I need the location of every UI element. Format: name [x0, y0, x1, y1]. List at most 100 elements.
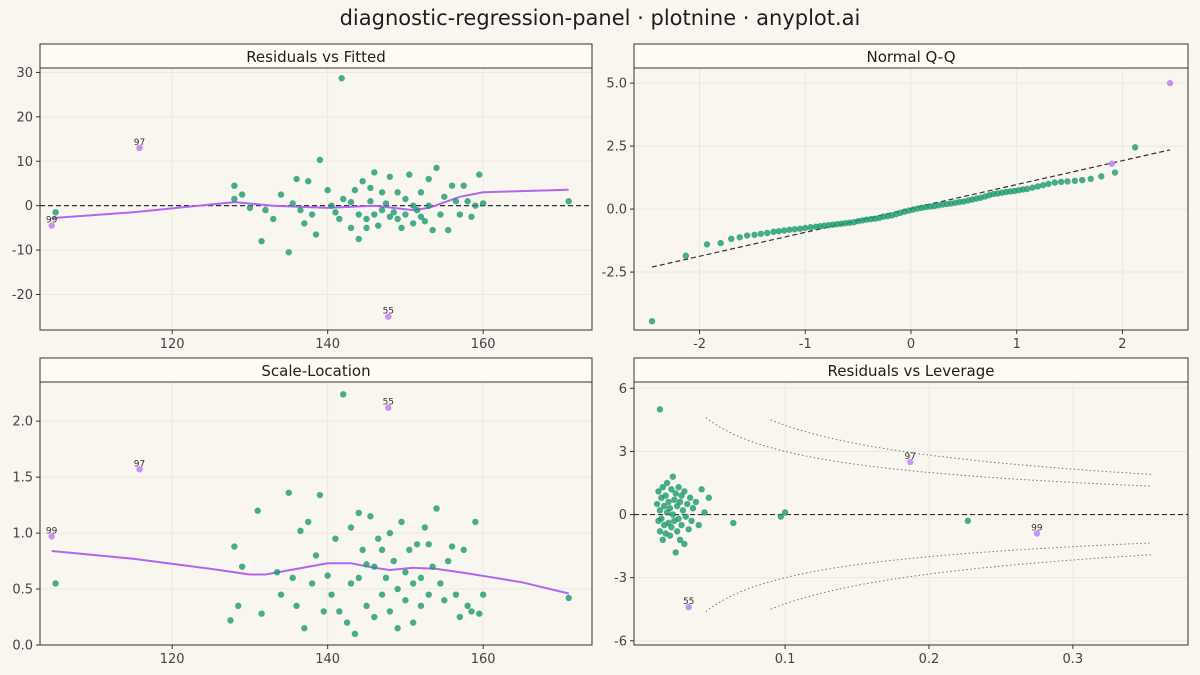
data-point	[409, 619, 417, 626]
point-label: 97	[134, 459, 145, 469]
data-point	[394, 215, 401, 223]
data-point	[441, 193, 448, 200]
data-point	[406, 546, 413, 554]
data-point	[685, 526, 692, 533]
panel-title: Scale-Location	[261, 362, 370, 380]
x-tick-label: 120	[160, 337, 185, 352]
data-point	[688, 517, 695, 525]
data-point	[332, 209, 339, 216]
y-tick-label: -2.5	[602, 266, 627, 281]
panel-border	[39, 67, 593, 331]
data-point	[1087, 175, 1094, 183]
data-point	[429, 563, 436, 570]
data-point	[703, 241, 711, 248]
data-point	[730, 519, 737, 527]
data-point	[301, 625, 308, 632]
data-point	[355, 574, 362, 582]
data-point	[1057, 178, 1065, 186]
data-point	[425, 591, 432, 598]
data-point	[273, 569, 281, 576]
data-point	[681, 488, 688, 495]
data-point	[355, 509, 362, 517]
y-tick-label: 2.5	[606, 140, 627, 155]
data-point	[673, 528, 681, 535]
data-point	[1079, 176, 1086, 184]
data-point	[409, 580, 417, 587]
data-point	[757, 230, 765, 237]
data-point	[655, 488, 662, 495]
data-point	[1024, 185, 1031, 193]
smooth-line	[51, 550, 569, 595]
data-point	[308, 580, 316, 587]
point-label: 55	[683, 597, 694, 607]
figure-title: diagnostic-regression-panel · plotnine ·…	[339, 6, 861, 30]
data-point	[417, 574, 425, 582]
point-label: 99	[46, 526, 58, 536]
data-point	[679, 507, 687, 514]
data-point	[351, 630, 359, 638]
cooks-distance-line	[705, 542, 1153, 612]
data-point	[675, 515, 682, 522]
data-point	[413, 541, 421, 548]
data-point	[791, 226, 798, 233]
data-point	[802, 224, 809, 232]
panel-strip	[39, 357, 593, 383]
data-point	[316, 156, 324, 164]
data-point	[378, 591, 386, 598]
data-point	[444, 226, 452, 234]
data-point	[1064, 178, 1071, 185]
data-point	[254, 507, 261, 514]
data-point	[52, 209, 59, 216]
data-point	[684, 500, 691, 508]
data-point	[796, 225, 804, 232]
data-point	[1034, 183, 1042, 190]
data-point	[565, 594, 572, 602]
y-tick-label: 0.5	[12, 583, 33, 598]
data-point	[382, 574, 390, 582]
data-point	[386, 213, 394, 220]
data-point	[312, 231, 320, 238]
panel-3: Scale-Location 97 99 55 120 140 160 0.0 0.5 1.0 1.…	[12, 357, 593, 667]
data-point	[663, 479, 671, 487]
data-point	[656, 507, 664, 514]
data-point	[355, 235, 362, 243]
x-tick-label: 0	[907, 337, 915, 352]
data-point	[456, 211, 464, 218]
data-point	[669, 511, 677, 518]
data-point	[460, 546, 467, 554]
data-point	[413, 206, 421, 214]
data-point	[406, 171, 413, 178]
data-point	[320, 608, 327, 615]
data-point	[456, 613, 464, 621]
data-point	[390, 209, 397, 216]
data-point	[1131, 144, 1139, 151]
data-point	[421, 524, 429, 531]
cooks-distance-line	[770, 419, 1153, 475]
data-point	[468, 213, 475, 220]
data-point	[686, 494, 694, 501]
data-point	[289, 574, 296, 582]
data-point	[305, 518, 312, 526]
data-point	[565, 198, 572, 205]
data-point	[305, 178, 312, 185]
data-point	[235, 602, 242, 610]
y-tick-label: 0.0	[606, 203, 627, 218]
data-point	[374, 222, 382, 229]
panel-1: Residuals vs Fitted 97 99 55 120 140 160 -20 -10…	[12, 43, 593, 352]
panel-2: Normal Q-Q -2 -1 0 1 2 -2.5 0.0 2.5 5.0	[602, 43, 1189, 352]
y-tick-label: 1.0	[12, 527, 33, 542]
data-point	[695, 521, 702, 529]
data-point	[658, 515, 665, 522]
data-point	[433, 505, 440, 512]
data-point	[402, 597, 409, 604]
data-point	[672, 490, 679, 497]
data-point	[347, 198, 355, 206]
data-point	[231, 182, 238, 189]
data-point	[297, 206, 304, 214]
data-point	[1071, 177, 1079, 185]
data-point	[332, 535, 339, 542]
data-point	[728, 235, 735, 243]
data-point	[764, 229, 771, 237]
data-point	[417, 189, 425, 196]
highlight-point	[1166, 79, 1174, 87]
